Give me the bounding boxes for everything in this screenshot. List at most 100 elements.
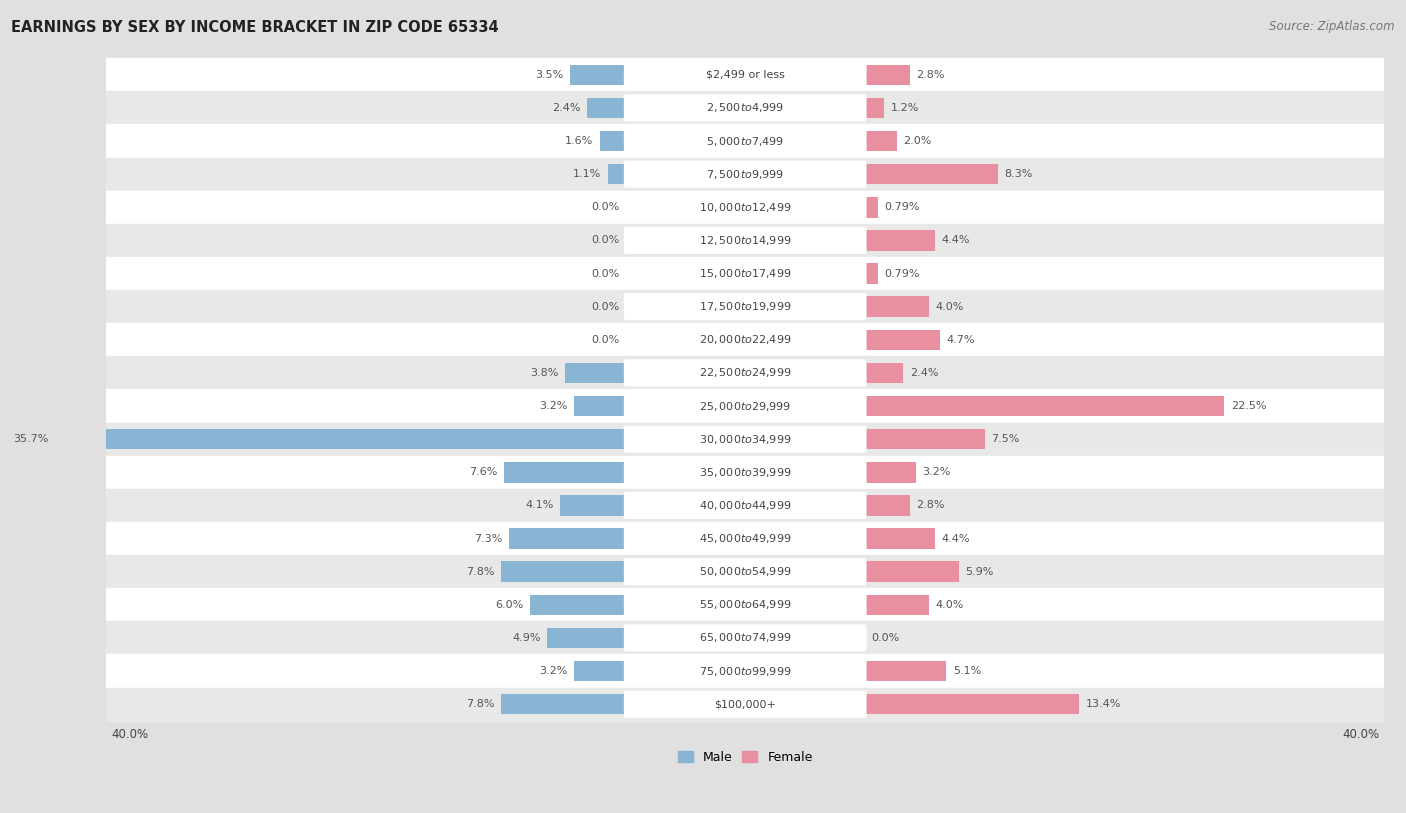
Text: $40,000 to $44,999: $40,000 to $44,999 xyxy=(699,499,792,512)
Bar xyxy=(865,495,910,515)
Text: 4.9%: 4.9% xyxy=(512,633,541,643)
Text: 1.2%: 1.2% xyxy=(890,103,920,113)
Bar xyxy=(75,589,1406,621)
FancyBboxPatch shape xyxy=(624,459,866,486)
Text: 7.5%: 7.5% xyxy=(991,434,1019,444)
Bar xyxy=(607,164,626,185)
Bar xyxy=(75,389,1406,423)
Text: $75,000 to $99,999: $75,000 to $99,999 xyxy=(699,664,792,677)
Text: 3.5%: 3.5% xyxy=(534,70,564,80)
Text: 1.1%: 1.1% xyxy=(574,169,602,179)
Text: $25,000 to $29,999: $25,000 to $29,999 xyxy=(699,399,792,412)
Text: 0.0%: 0.0% xyxy=(591,236,619,246)
Bar xyxy=(75,356,1406,389)
FancyBboxPatch shape xyxy=(624,591,866,619)
Text: 3.2%: 3.2% xyxy=(540,666,568,676)
Bar xyxy=(75,59,1406,91)
FancyBboxPatch shape xyxy=(624,492,866,519)
Text: 2.0%: 2.0% xyxy=(903,136,932,146)
Bar xyxy=(75,224,1406,257)
Text: $100,000+: $100,000+ xyxy=(714,699,776,709)
Text: 7.3%: 7.3% xyxy=(474,533,502,544)
Text: 8.3%: 8.3% xyxy=(1004,169,1032,179)
Text: 0.0%: 0.0% xyxy=(591,335,619,345)
Bar xyxy=(865,562,959,582)
Text: 4.4%: 4.4% xyxy=(942,533,970,544)
Bar xyxy=(75,423,1406,456)
Text: 3.2%: 3.2% xyxy=(540,401,568,411)
Bar xyxy=(547,628,626,648)
Text: $15,000 to $17,499: $15,000 to $17,499 xyxy=(699,267,792,280)
Text: $17,500 to $19,999: $17,500 to $19,999 xyxy=(699,300,792,313)
Bar xyxy=(574,661,626,681)
FancyBboxPatch shape xyxy=(624,690,866,718)
Text: 0.79%: 0.79% xyxy=(884,268,920,279)
FancyBboxPatch shape xyxy=(624,558,866,585)
Bar xyxy=(865,329,941,350)
Text: 0.79%: 0.79% xyxy=(884,202,920,212)
Text: $2,500 to $4,999: $2,500 to $4,999 xyxy=(706,102,785,115)
Bar xyxy=(865,462,917,483)
Text: 40.0%: 40.0% xyxy=(1343,728,1379,741)
Bar xyxy=(865,297,929,317)
FancyBboxPatch shape xyxy=(624,425,866,453)
Bar xyxy=(865,594,929,615)
Text: 13.4%: 13.4% xyxy=(1085,699,1121,709)
Bar xyxy=(75,555,1406,589)
Bar xyxy=(560,495,626,515)
Text: EARNINGS BY SEX BY INCOME BRACKET IN ZIP CODE 65334: EARNINGS BY SEX BY INCOME BRACKET IN ZIP… xyxy=(11,20,499,35)
FancyBboxPatch shape xyxy=(624,326,866,354)
FancyBboxPatch shape xyxy=(624,393,866,420)
Text: $50,000 to $54,999: $50,000 to $54,999 xyxy=(699,565,792,578)
Bar xyxy=(75,124,1406,158)
Text: $55,000 to $64,999: $55,000 to $64,999 xyxy=(699,598,792,611)
Text: 2.4%: 2.4% xyxy=(553,103,581,113)
Bar xyxy=(865,64,910,85)
Text: $2,499 or less: $2,499 or less xyxy=(706,70,785,80)
Text: 0.0%: 0.0% xyxy=(591,202,619,212)
Text: 1.6%: 1.6% xyxy=(565,136,593,146)
Text: 6.0%: 6.0% xyxy=(495,600,523,610)
Text: 4.1%: 4.1% xyxy=(526,501,554,511)
Text: 2.8%: 2.8% xyxy=(917,501,945,511)
Text: $35,000 to $39,999: $35,000 to $39,999 xyxy=(699,466,792,479)
Text: 4.0%: 4.0% xyxy=(935,302,963,311)
Text: $22,500 to $24,999: $22,500 to $24,999 xyxy=(699,367,792,380)
Bar xyxy=(530,594,626,615)
Text: $20,000 to $22,499: $20,000 to $22,499 xyxy=(699,333,792,346)
Text: $45,000 to $49,999: $45,000 to $49,999 xyxy=(699,532,792,545)
Text: 2.8%: 2.8% xyxy=(917,70,945,80)
Bar xyxy=(75,257,1406,290)
Bar xyxy=(600,131,626,151)
Bar xyxy=(75,191,1406,224)
Bar xyxy=(75,158,1406,191)
FancyBboxPatch shape xyxy=(624,624,866,651)
FancyBboxPatch shape xyxy=(624,94,866,121)
Text: $10,000 to $12,499: $10,000 to $12,499 xyxy=(699,201,792,214)
Text: $65,000 to $74,999: $65,000 to $74,999 xyxy=(699,632,792,645)
FancyBboxPatch shape xyxy=(624,227,866,254)
FancyBboxPatch shape xyxy=(624,161,866,188)
Text: 0.0%: 0.0% xyxy=(591,268,619,279)
Text: 4.7%: 4.7% xyxy=(946,335,974,345)
Bar xyxy=(55,429,626,450)
Bar xyxy=(865,528,935,549)
Bar xyxy=(865,164,997,185)
Bar xyxy=(569,64,626,85)
Bar xyxy=(505,462,626,483)
Bar xyxy=(75,290,1406,324)
Bar xyxy=(865,396,1225,416)
Text: $5,000 to $7,499: $5,000 to $7,499 xyxy=(706,134,785,147)
Text: 0.0%: 0.0% xyxy=(591,302,619,311)
Bar xyxy=(865,661,946,681)
Text: 5.1%: 5.1% xyxy=(953,666,981,676)
Text: 7.6%: 7.6% xyxy=(470,467,498,477)
FancyBboxPatch shape xyxy=(624,193,866,221)
FancyBboxPatch shape xyxy=(624,293,866,320)
Text: 4.4%: 4.4% xyxy=(942,236,970,246)
Text: 0.0%: 0.0% xyxy=(872,633,900,643)
Text: 3.2%: 3.2% xyxy=(922,467,950,477)
Text: Source: ZipAtlas.com: Source: ZipAtlas.com xyxy=(1270,20,1395,33)
Text: 40.0%: 40.0% xyxy=(111,728,149,741)
Text: 2.4%: 2.4% xyxy=(910,368,938,378)
